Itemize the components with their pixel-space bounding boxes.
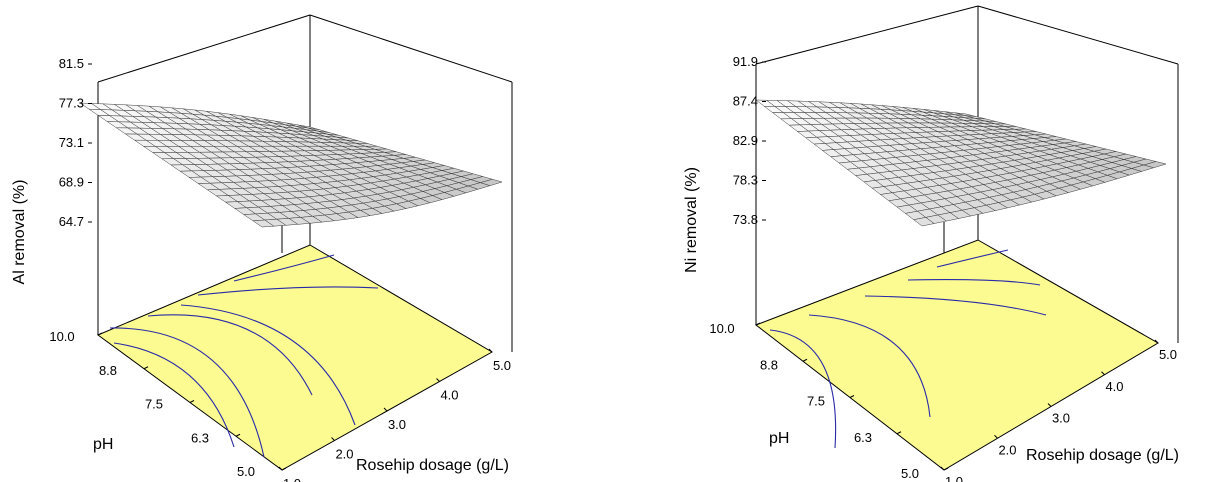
x-tick-mark [488,348,493,353]
x-axis-ticks: 1.0 2.0 3.0 4.0 5.0 [278,348,511,482]
ni-removal-surface-plot: 73.8 78.3 82.9 87.4 91.9 Ni removal (%) 5.0 6… [683,5,1179,482]
y-tick-mark [896,431,902,435]
z-tick-label: 68.9 [59,175,84,190]
x-tick-label: 5.0 [493,358,511,373]
z-tick-label: 64.7 [59,214,84,229]
y-axis-ticks: 5.0 6.3 7.5 8.8 10.0 [49,329,287,479]
floor-contours [109,254,379,458]
contour-line [907,279,1041,286]
x-tick-label: 2.0 [335,447,353,462]
surface-cell [1142,161,1167,168]
contour-line [808,314,931,418]
x-tick-mark [331,437,335,441]
floor-contours [769,249,1047,449]
z-tick-label: 78.3 [733,173,758,188]
x-tick-mark [383,407,388,412]
y-tick-label: 6.3 [854,430,872,445]
frame-top-left-edge [97,14,311,83]
z-tick-label: 82.9 [733,133,758,148]
y-tick-mark [755,322,761,326]
x-tick-label: 2.0 [998,442,1016,457]
al-removal-surface-plot: 64.7 68.9 73.1 77.3 81.5 Al removal (%) 5.0 6… [11,14,513,482]
x-tick-mark [1047,403,1052,407]
contour-line [197,286,379,296]
z-tick-label: 77.3 [59,96,84,111]
y-tick-label: 8.8 [99,363,117,378]
frame-top-right-edge [977,5,1179,65]
x-axis-title: Rosehip dosage (g/L) [1026,447,1179,464]
y-tick-label: 5.0 [901,466,919,481]
x-tick-label: 1.0 [283,476,301,482]
response-surface-mesh [79,102,503,228]
y-tick-label: 7.5 [145,397,163,412]
x-tick-mark [436,378,440,382]
contour-line [936,249,1009,268]
y-axis-ticks: 5.0 6.3 7.5 8.8 10.0 [709,321,949,481]
z-tick-label: 91.9 [733,54,758,69]
x-tick-label: 3.0 [1052,411,1070,426]
y-tick-mark [849,395,855,398]
y-tick-label: 8.8 [760,357,778,372]
frame-top-left-edge [755,5,979,65]
y-tick-mark [235,433,241,437]
y-axis-title: pH [93,436,113,453]
x-axis-ticks: 1.0 2.0 3.0 4.0 5.0 [940,339,1177,482]
y-tick-label: 10.0 [709,321,734,336]
x-tick-label: 4.0 [1105,379,1123,394]
y-tick-label: 7.5 [807,394,825,409]
y-tick-mark [943,467,949,471]
contour-line [180,304,356,426]
z-axis-ticks: 64.7 68.9 73.1 77.3 81.5 [59,56,92,229]
y-tick-label: 10.0 [49,329,74,344]
floor-plane [96,244,494,471]
z-tick-label: 81.5 [59,56,84,71]
contour-line [109,327,265,458]
y-tick-mark [143,366,149,370]
x-tick-mark [1154,339,1159,344]
contour-line [233,254,335,282]
x-tick-label: 1.0 [945,474,963,482]
z-axis-title: Ni removal (%) [683,167,700,273]
z-axis-ticks: 73.8 78.3 82.9 87.4 91.9 [733,54,766,227]
x-tick-mark [278,466,283,471]
x-tick-mark [940,466,945,471]
y-tick-mark [189,400,195,403]
x-tick-label: 3.0 [388,417,406,432]
y-tick-label: 5.0 [237,464,255,479]
y-axis-title: pH [769,430,789,447]
contour-line [769,329,837,449]
x-tick-mark [1101,371,1105,376]
response-surface-mesh [755,99,1167,227]
surface-cell [479,178,503,186]
x-axis-title: Rosehip dosage (g/L) [356,457,509,474]
z-tick-label: 73.8 [733,212,758,227]
frame-top-right-edge [309,14,513,83]
y-tick-mark [802,358,808,362]
x-tick-label: 4.0 [440,388,458,403]
contour-line [147,314,313,396]
z-tick-label: 87.4 [733,94,758,109]
z-axis-title: Al removal (%) [11,180,28,285]
x-tick-mark [994,434,998,439]
y-tick-mark [97,332,103,336]
y-tick-mark [281,467,287,471]
contour-line [113,342,235,448]
contour-line [864,295,1047,316]
x-tick-label: 5.0 [1159,347,1177,362]
y-tick-label: 6.3 [191,430,209,445]
z-tick-label: 73.1 [59,135,84,150]
